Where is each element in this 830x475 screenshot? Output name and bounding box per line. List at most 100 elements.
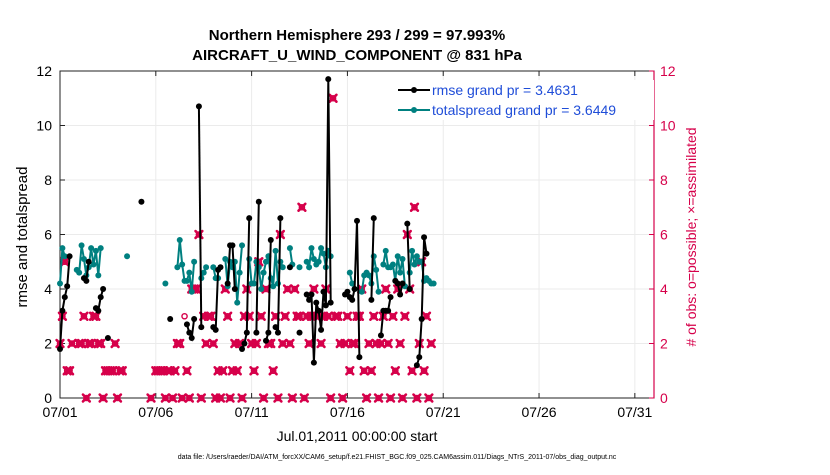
obs-assimilated-point-100 <box>330 311 341 321</box>
obs-assimilated-point-5 <box>67 338 77 349</box>
obs-assimilated-point-35 <box>172 338 183 349</box>
obs-possible-point-60 <box>233 367 241 375</box>
obs-assimilated-point-3 <box>62 366 72 376</box>
obs-assimilated-stroke-b <box>146 393 156 403</box>
obs-assimilated-point-7 <box>76 338 87 349</box>
obs-assimilated-point-70 <box>258 393 269 403</box>
obs-possible-point-9 <box>83 394 90 402</box>
rmse-point-1 <box>59 307 66 314</box>
spread-point-1 <box>59 245 66 252</box>
obs-assimilated-point-127 <box>395 338 405 349</box>
spread-point-78 <box>380 261 387 268</box>
obs-assimilated-stroke-b <box>84 338 94 349</box>
obs-assimilated-point-48 <box>206 311 216 321</box>
spread-point-67 <box>346 269 353 276</box>
obs-assimilated-point-112 <box>359 366 369 376</box>
spread-point-45 <box>262 258 269 265</box>
spread-point-90 <box>411 261 418 268</box>
obs-possible-point-71 <box>260 394 267 402</box>
obs-assimilated-point-19 <box>105 366 115 376</box>
rmse-point-2 <box>61 294 68 301</box>
obs-assimilated-stroke-b <box>206 311 216 321</box>
rmse-point-49 <box>318 326 325 333</box>
obs-assimilated-point-28 <box>155 366 166 376</box>
obs-assimilated-stroke-b <box>155 366 166 376</box>
y-tick-label-left-3: 6 <box>44 227 52 243</box>
obs-assimilated-stroke-b <box>385 393 396 403</box>
obs-possible-point-140 <box>425 394 433 402</box>
obs-assimilated-stroke-b <box>251 338 262 349</box>
spread-point-91 <box>413 253 420 260</box>
rmse-point-15 <box>183 321 190 328</box>
rmse-point-59 <box>354 217 360 224</box>
obs-assimilated-point-9 <box>81 393 92 403</box>
obs-assimilated-stroke-b <box>62 366 72 376</box>
obs-possible-point-75 <box>269 367 277 375</box>
spread-point-76 <box>373 266 380 273</box>
rmse-point-24 <box>217 264 224 271</box>
x-tick-label-0: 07/01 <box>42 404 77 420</box>
x-tick-label-6: 07/31 <box>617 404 652 420</box>
spread-line-segment-14 <box>382 250 406 287</box>
obs-possible-point-50 <box>209 340 217 347</box>
obs-assimilated-point-66 <box>249 366 259 376</box>
spread-point-25 <box>200 269 207 276</box>
spread-point-35 <box>234 299 241 306</box>
spread-point-56 <box>303 258 310 265</box>
obs-assimilated-point-16 <box>98 393 108 403</box>
obs-assimilated-stroke-b <box>364 338 374 349</box>
obs-assimilated-stroke-b <box>81 393 92 403</box>
obs-assimilated-point-8 <box>79 311 89 321</box>
spread-point-13 <box>97 245 104 252</box>
obs-possible-point-124 <box>387 394 394 402</box>
y-tick-label-right-4: 8 <box>660 172 668 188</box>
obs-assimilated-stroke-b <box>333 311 343 321</box>
obs-possible-point-114 <box>363 394 370 402</box>
obs-assimilated-stroke-b <box>294 311 305 321</box>
obs-assimilated-stroke-b <box>215 393 226 403</box>
rmse-point-41 <box>286 264 293 271</box>
obs-assimilated-point-105 <box>342 311 353 321</box>
rmse-point-50 <box>320 288 327 295</box>
obs-assimilated-stroke-b <box>325 393 336 403</box>
rmse-point-31 <box>243 329 250 336</box>
rmse-point-55 <box>344 288 351 295</box>
obs-assimilated-stroke-b <box>424 393 434 403</box>
spread-point-6 <box>80 256 87 263</box>
obs-assimilated-stroke-b <box>172 338 183 349</box>
obs-assimilated-stroke-b <box>222 311 233 321</box>
spread-point-18 <box>179 261 186 268</box>
spread-point-79 <box>382 247 389 254</box>
y-axis-label-right: # of obs: o=possible; ×=assimilated <box>683 127 699 346</box>
obs-assimilated-point-134 <box>412 393 422 403</box>
y-tick-label-right-5: 10 <box>660 118 676 134</box>
spread-point-77 <box>375 288 382 295</box>
rmse-point-9 <box>95 307 102 314</box>
obs-assimilated-point-39 <box>184 393 195 403</box>
obs-possible-point-70 <box>257 312 265 320</box>
obs-assimilated-stroke-b <box>232 366 242 376</box>
obs-assimilated-stroke-b <box>182 366 192 376</box>
obs-possible-point-99 <box>327 394 334 402</box>
legend-box <box>393 80 654 120</box>
obs-assimilated-stroke-b <box>388 311 398 321</box>
obs-possible-point-87 <box>298 203 306 211</box>
obs-possible-point-83 <box>289 394 296 402</box>
obs-assimilated-point-49 <box>208 338 218 349</box>
rmse-point-51 <box>322 302 329 309</box>
obs-assimilated-stroke-b <box>93 338 104 349</box>
obs-assimilated-stroke-b <box>167 393 178 403</box>
obs-assimilated-point-4 <box>64 366 75 376</box>
spread-point-98 <box>430 280 437 287</box>
obs-assimilated-point-15 <box>96 338 106 349</box>
spread-point-59 <box>310 256 317 263</box>
obs-assimilated-stroke-b <box>376 338 386 349</box>
obs-assimilated-point-89 <box>304 338 314 349</box>
obs-possible-point-57 <box>226 394 234 402</box>
obs-assimilated-stroke-b <box>91 311 101 321</box>
obs-possible-point-82 <box>286 340 294 347</box>
obs-possible-point-105 <box>341 340 349 347</box>
obs-assimilated-stroke-b <box>366 366 377 376</box>
rmse-point-45 <box>308 291 315 298</box>
